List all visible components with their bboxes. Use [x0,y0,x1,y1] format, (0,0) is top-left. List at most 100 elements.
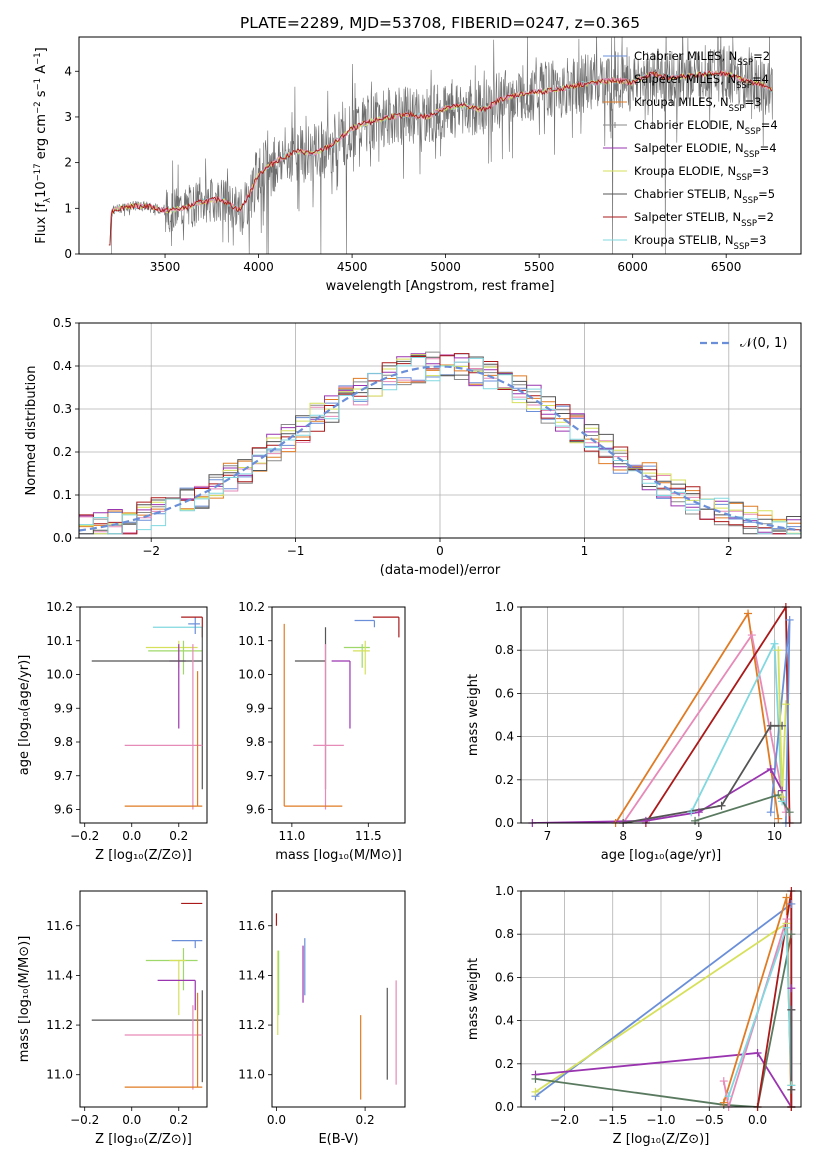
legend-entry: Chabrier ELODIE, NSSP=4 [634,118,778,137]
legend-entry-part: SSP [737,58,753,68]
y-tick-label: 0.2 [495,1057,514,1071]
y-axis-label: mass weight [466,674,481,756]
legend-entry-part: Salpeter ELODIE, N [634,141,744,155]
x-tick-label: 10 [767,829,782,843]
y-axis-label: Normed distribution [24,366,39,496]
legend-entry: Kroupa MILES, NSSP=3 [634,95,761,114]
x-tick-label: −2 [142,544,160,558]
x-tick-label: −0.5 [695,1113,724,1127]
y-tick-label: 9.9 [246,701,265,715]
y-tick-label: 11.6 [238,919,265,933]
weight-series-line [535,934,793,1107]
x-tick-label: 9 [695,829,703,843]
y-tick-label: 9.6 [54,803,73,817]
y-tick-label: 0.4 [495,1014,514,1028]
weight-point-marker [687,808,696,817]
x-tick-label: −1.0 [646,1113,675,1127]
y-axis-label-part: erg cm [34,114,49,163]
x-tick-label: 6000 [617,260,648,274]
legend-entry: Salpeter MILES, NSSP=4 [634,72,769,91]
legend-entry-part: SSP [736,173,752,183]
legend-entry-part: =4 [761,118,778,132]
residual-histogram [79,357,801,535]
x-tick-label: 0.0 [267,1113,286,1127]
x-tick-label: 4500 [337,260,368,274]
mass_vs_ebv-plot-area [275,913,397,1100]
weight-point-marker [724,1092,733,1101]
y-tick-label: 0.6 [495,686,514,700]
legend-entry-part: Salpeter MILES, N [634,72,736,86]
mass_vs_Z-axes: −0.2 0.0 0.2 11.0 11.2 11.4 11.6 Z [log₁₀(Z/Z⊙)… [17,890,208,1147]
x-axis-label: (data-model)/error [380,563,501,578]
legend-entry-part: =4 [752,72,769,86]
residuals-axes: −2 −1 0 1 2 0.0 0.1 0.2 0.3 0.4 0.5 (data-model)/er… [24,316,802,578]
figure-title: PLATE=2289, MJD=53708, FIBERID=0247, z=0… [240,14,640,32]
legend-entry-part: =2 [753,49,770,63]
weight-point-marker [782,923,791,932]
x-tick-label: 0.2 [169,829,188,843]
y-axis-label-part: −17 [33,163,43,181]
legend-entry-part: SSP [729,104,745,114]
mass_vs_ebv-axes: 0.0 0.2 11.0 11.2 11.4 11.6 E(B-V) [238,890,406,1147]
y-tick-label: 0.1 [53,488,72,502]
y-tick-label: 0.4 [53,359,72,373]
y-tick-label: 9.9 [54,701,73,715]
mass_vs_Z-frame [79,890,208,1108]
mass_vs_Z-plot-area [91,902,203,1090]
y-tick-label: 9.8 [246,735,265,749]
legend-entry-part: SSP [744,150,760,160]
y-axis-label-part: −1 [33,52,43,65]
legend-entry-part: SSP [742,196,758,206]
y-axis-label-part: s [34,90,49,101]
weight_vs_age-frame [520,606,802,824]
residuals-frame [78,322,802,539]
weight-point-marker [785,615,794,624]
legend-entry-part: =2 [757,210,774,224]
y-tick-label: 9.8 [54,735,73,749]
age_vs_mass-plot-area [283,616,400,810]
y-tick-label: 4 [64,64,72,78]
x-tick-label: 7 [544,829,552,843]
legend-entry-part: Chabrier MILES, N [634,49,737,63]
legend-entry-part: SSP [736,81,752,91]
weight-point-marker [781,700,790,709]
weight-point-marker [747,631,756,640]
spectrum-plot-area [108,37,773,254]
legend-entry-part: Salpeter STELIB, N [634,210,741,224]
model-spectrum [108,70,773,246]
legend-entry-part: Chabrier STELIB, N [634,187,742,201]
age_vs_Z-plot-area [91,616,203,810]
x-tick-label: 3500 [150,260,181,274]
weight-point-marker [787,930,796,939]
x-tick-label: 0.2 [169,1113,188,1127]
x-tick-label: 11.5 [355,829,382,843]
y-axis-label-part: −2 [33,101,43,114]
legend-entry-part: Kroupa STELIB, N [634,233,734,247]
y-tick-label: 0.3 [53,402,72,416]
weight-point-marker [753,1049,762,1057]
y-tick-label: 9.7 [54,769,73,783]
weight-point-marker [778,721,787,730]
residual-histogram [79,353,801,535]
y-axis-label-part: 10 [34,181,49,198]
observed-spectrum [108,37,773,254]
weight-point-marker [531,1074,540,1083]
age_vs_Z-frame [79,606,208,824]
x-tick-label: 2 [725,544,733,558]
weight-point-marker [787,1005,796,1014]
weight_vs_age-axes: 7 8 9 10 0.0 0.2 0.4 0.6 0.8 1.0 age [log₁₀(age/yr… [466,600,802,863]
legend-entry: Chabrier STELIB, NSSP=5 [634,187,775,206]
y-tick-label: 0.2 [53,445,72,459]
legend-entry-part: =4 [760,141,777,155]
legend-entry: 𝒩(0, 1) [740,336,787,351]
y-tick-label: 0.5 [53,316,72,330]
y-tick-label: 0.0 [495,816,514,830]
legend-entry: Kroupa STELIB, NSSP=3 [634,233,766,252]
spectrum-frame [78,36,802,255]
y-axis-label-part: A [34,65,49,78]
weight_vs_Z-frame [520,890,802,1108]
y-tick-label: 0.0 [53,531,72,545]
legend-entry: Chabrier MILES, NSSP=2 [634,49,770,68]
